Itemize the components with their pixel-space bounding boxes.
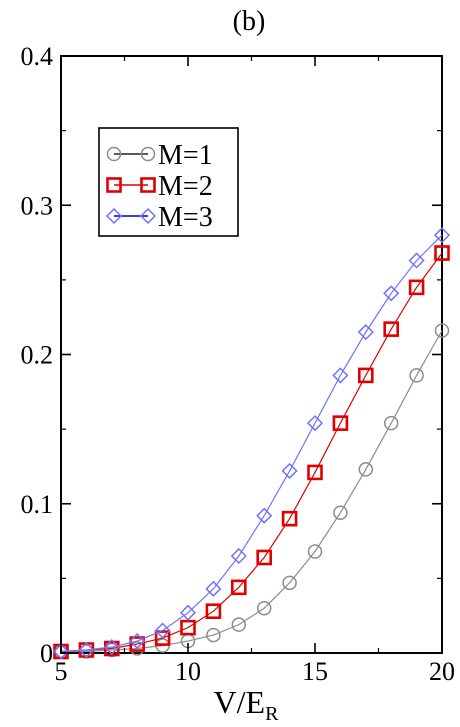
data-point [383,415,399,431]
data-point [282,575,297,591]
legend-item: M=1 [106,140,213,171]
data-point [281,510,298,527]
legend-label: M=3 [158,202,213,233]
data-point [256,549,273,566]
data-point [358,462,374,477]
data-point [333,505,348,520]
data-point [256,600,272,616]
x-tick-label: 20 [429,657,455,686]
data-point [434,245,450,261]
data-point [103,638,120,656]
data-point [409,368,424,383]
y-tick-label: 0 [40,639,53,668]
legend-marker [106,177,122,193]
legend: M=1M=2M=3 [98,127,239,237]
data-point [154,630,171,646]
data-point [129,632,146,650]
data-point [281,462,298,479]
data-point [332,367,349,384]
data-point [306,415,324,432]
y-tick-label: 0.3 [21,191,54,220]
series-2 [53,245,450,660]
data-point [357,324,374,341]
data-point [408,252,425,269]
x-tick-label: 5 [55,657,68,686]
data-point [332,415,349,431]
x-axis-label: V/ER [214,684,280,725]
y-axis: 0 0.1 0.2 0.3 0.4 [21,42,442,668]
data-point [307,464,323,481]
x-axis: 5 10 15 20 [55,56,455,686]
data-point [231,579,247,596]
data-point [78,641,95,659]
legend-marker [139,207,157,225]
legend-marker [106,146,122,162]
legend-items: M=1M=2M=3 [105,140,213,233]
series-line [60,252,443,653]
data-point [52,643,70,660]
data-point [357,367,374,384]
legend-marker [140,177,156,193]
chart-title: (b) [233,6,266,37]
data-point [434,323,450,338]
data-point [129,636,145,652]
y-tick-label: 0.2 [21,341,54,370]
y-tick-label: 0.4 [21,42,54,71]
data-point [408,279,425,296]
series-line [60,234,443,653]
legend-item: M=2 [106,171,213,202]
legend-marker [140,146,156,162]
data-point [205,603,222,620]
series-layer [52,227,451,660]
data-point [154,622,171,639]
x-axis-label-subscript: R [265,703,279,725]
legend-label: M=2 [158,171,213,202]
data-point [383,321,400,337]
data-point [179,604,197,621]
data-point [256,507,273,524]
data-point [180,619,196,636]
x-tick-label: 10 [175,657,201,686]
data-point [206,627,221,643]
legend-marker [105,207,123,225]
x-tick-label: 15 [302,657,328,686]
data-point [231,617,247,632]
data-point [383,285,400,302]
legend-label: M=1 [158,140,213,171]
series-3 [52,227,451,660]
x-axis-label-main: V/E [214,684,266,720]
legend-item: M=3 [105,202,213,233]
data-point [230,547,247,565]
data-point [205,580,222,597]
legend-box [98,127,239,237]
data-point [307,544,323,559]
data-point [433,227,451,244]
y-tick-label: 0.1 [21,490,54,519]
